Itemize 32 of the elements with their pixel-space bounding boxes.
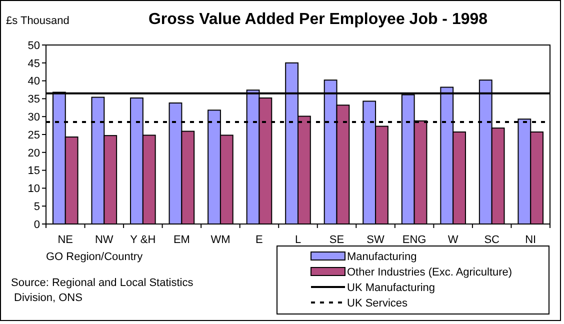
legend-label: UK Services xyxy=(347,297,408,310)
y-tick-label: 50 xyxy=(28,40,40,52)
y-axis-title: £s Thousand xyxy=(6,15,70,27)
chart-title: Gross Value Added Per Employee Job - 1998 xyxy=(148,11,488,28)
x-tick-label: SE xyxy=(329,234,344,246)
x-tick-label: SW xyxy=(366,234,386,246)
x-tick-label: W xyxy=(448,234,459,246)
x-tick-label: Y &H xyxy=(130,234,156,246)
x-tick-label: NI xyxy=(525,234,536,246)
x-tick-label: E xyxy=(256,234,263,246)
x-tick-label: EM xyxy=(173,234,190,246)
legend-label: Manufacturing xyxy=(347,250,417,263)
x-axis-title: GO Region/Country xyxy=(46,251,144,263)
legend-label: UK Manufacturing xyxy=(347,282,436,294)
x-tick-label: NW xyxy=(94,234,114,246)
x-tick-label: L xyxy=(294,234,302,246)
y-tick-label: 5 xyxy=(34,200,40,213)
y-tick-label: 25 xyxy=(28,129,40,142)
y-tick-label: 45 xyxy=(28,58,40,70)
y-tick-label: 30 xyxy=(28,111,40,124)
y-tick-label: 20 xyxy=(28,147,40,160)
y-tick-label: 0 xyxy=(34,218,40,231)
source-note: Source: Regional and Local Statistics Division, ONS xyxy=(11,277,194,304)
x-tick-label: WM xyxy=(210,234,230,246)
y-tick-label: 10 xyxy=(28,183,40,196)
y-tick-label: 40 xyxy=(28,76,40,88)
y-tick-label: 15 xyxy=(28,165,40,178)
x-tick-label: SC xyxy=(484,234,500,246)
x-tick-label: NE xyxy=(58,234,74,246)
legend-label: Other Industries (Exc. Agriculture) xyxy=(347,266,512,278)
y-tick-label: 35 xyxy=(28,94,40,106)
x-tick-label: ENG xyxy=(402,234,426,246)
